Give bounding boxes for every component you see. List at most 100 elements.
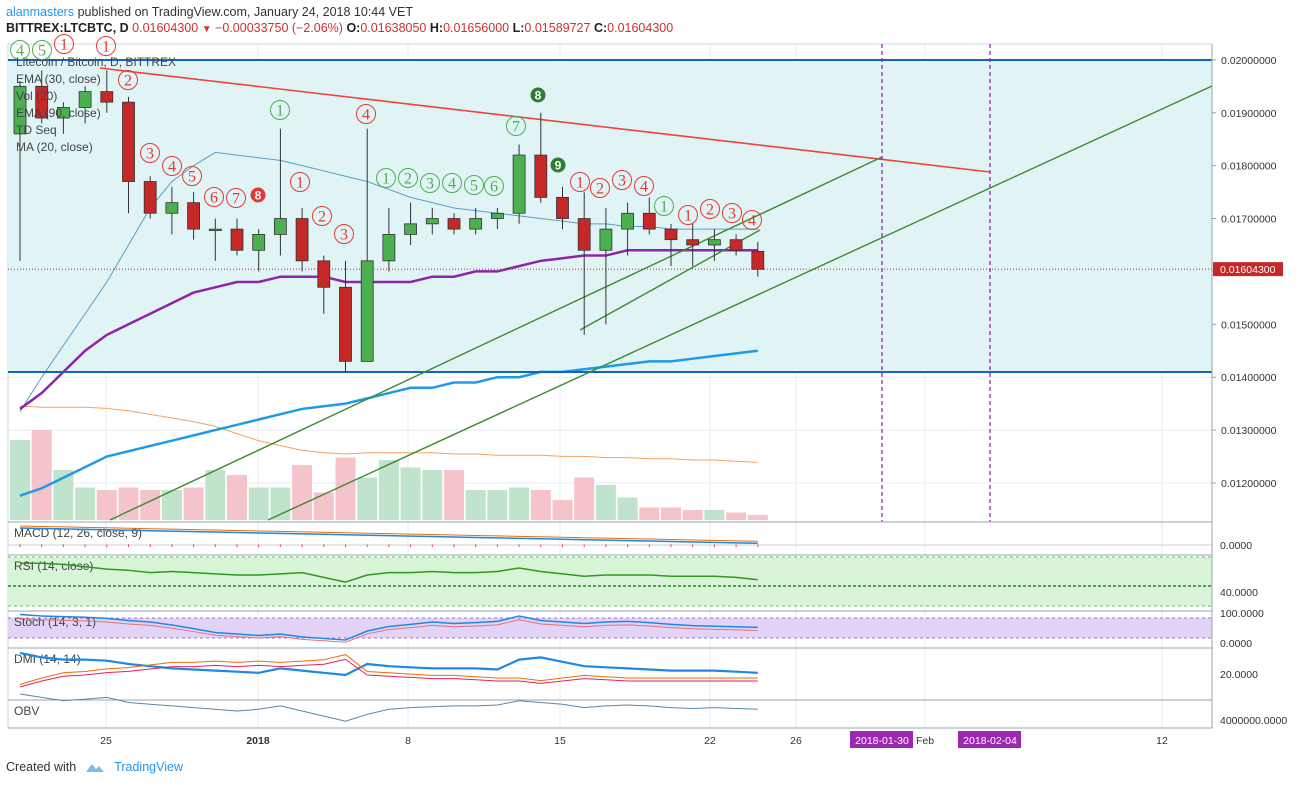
high-label: H:	[429, 21, 444, 35]
candle-body	[100, 91, 114, 103]
volume-bar	[75, 487, 96, 520]
td-number: 3	[618, 173, 626, 190]
channel-fill	[8, 60, 1212, 372]
td-circle	[420, 173, 440, 193]
volume-bar	[118, 487, 139, 520]
td-number: 1	[382, 171, 390, 188]
td-circle	[226, 188, 246, 208]
td-number: 4	[16, 43, 24, 60]
time-axis[interactable]: 25 2018 8 15 22 26 Feb 12 2018-01-30 2018-02-04	[8, 727, 1212, 748]
volume-bar	[726, 512, 747, 520]
price-change: −0.00033750 (−2.06%)	[215, 21, 343, 35]
price-tick-label: 0.01900000	[1221, 108, 1277, 120]
candle-body	[599, 228, 613, 251]
last-price-badge-text: 0.01604300	[1220, 264, 1276, 276]
td-number: 1	[684, 208, 692, 225]
td-filled-number: 8	[535, 89, 542, 103]
td-circle	[634, 176, 654, 196]
time-tick-label: 2018	[246, 735, 270, 747]
td-number: 4	[168, 159, 176, 176]
trend-lines[interactable]	[8, 44, 1213, 522]
legend-entry: EMA (30, close)	[16, 72, 101, 86]
candle-body	[273, 218, 287, 235]
td-number: 2	[596, 181, 604, 198]
td-circle	[140, 143, 160, 163]
td-number: 4	[640, 179, 648, 196]
td-number: 1	[296, 175, 304, 192]
volume-bar	[378, 460, 399, 520]
td-circle	[570, 172, 590, 192]
obv-line	[19, 693, 758, 722]
volume-bar	[31, 430, 52, 520]
td-number: 1	[102, 39, 110, 56]
td-circle	[700, 199, 720, 219]
td-number: 6	[210, 190, 218, 207]
date-marker-badge	[850, 731, 913, 748]
symbol-label[interactable]: BITTREX:LTCBTC, D	[6, 21, 129, 35]
tradingview-cloud-icon	[86, 764, 105, 772]
candle-body	[13, 85, 27, 135]
volume-bar	[509, 487, 530, 520]
candle-body	[122, 101, 135, 182]
candle-body	[208, 228, 222, 232]
pane-tick-label: 0.0000	[1220, 638, 1252, 650]
legend-entry: Vol (20)	[16, 89, 57, 103]
volume-ma-line	[19, 405, 758, 463]
pane-tick-label: 4000000.0000	[1220, 715, 1287, 727]
candle-body	[621, 212, 634, 230]
price-axis[interactable]: 0.02000000 0.01900000 0.01800000 0.01700000…	[1211, 44, 1283, 728]
legend-entry: Litecoin / Bitcoin, D, BITTREX	[16, 55, 176, 69]
time-tick-label: 25	[100, 735, 112, 747]
td-filled-marker	[550, 157, 566, 173]
open-value: 0.01638050	[360, 21, 427, 35]
td-filled-marker	[530, 87, 546, 103]
author-link[interactable]: alanmasters	[6, 5, 75, 19]
candle-body	[729, 239, 743, 251]
legend-entry: MA (20, close)	[16, 140, 93, 154]
date-marker-text: 2018-02-04	[963, 735, 1017, 747]
ema90-line	[19, 249, 758, 410]
volume-bar	[704, 510, 725, 520]
td-number: 1	[576, 175, 584, 192]
td-circle	[182, 166, 202, 186]
td-number: 2	[404, 171, 412, 188]
volume-bar	[400, 467, 421, 520]
volume-bar	[96, 490, 117, 520]
td-circle	[96, 36, 116, 56]
rsi-line	[20, 562, 758, 583]
legend-entry: TD Seq	[16, 123, 57, 137]
td-circle	[54, 34, 74, 54]
volume-bar	[595, 485, 616, 520]
pane-label: OBV	[14, 704, 39, 718]
volume-bar	[227, 475, 247, 520]
descending-trend-line	[99, 67, 991, 173]
macd-signal-line	[19, 525, 758, 542]
volume-bar	[292, 465, 313, 520]
td-number: 4	[362, 107, 370, 124]
publish-text: published on TradingView.com, January 24…	[77, 5, 413, 19]
td-number: 2	[124, 73, 132, 90]
candle-body	[577, 218, 591, 251]
volume-bar	[183, 487, 204, 520]
volume-bar	[248, 487, 269, 520]
ma20-line	[19, 349, 758, 497]
tradingview-link[interactable]: TradingView	[114, 760, 183, 774]
candle-body	[534, 154, 548, 198]
volume-bar	[313, 492, 334, 520]
td-circle	[442, 173, 462, 193]
pane-band	[8, 557, 1212, 606]
td-number: 6	[490, 179, 498, 196]
candle-body	[664, 228, 678, 241]
adx-line	[19, 654, 758, 685]
volume-bar	[335, 457, 356, 520]
volume-bar	[661, 507, 681, 520]
candle-body	[57, 107, 70, 119]
date-marker-badge	[958, 731, 1021, 748]
volume-bar	[357, 477, 378, 520]
volume-bar	[53, 470, 74, 520]
td-circle	[398, 168, 418, 188]
candle-body	[230, 228, 244, 251]
volume-bar	[10, 440, 30, 520]
candle-body	[447, 218, 461, 230]
